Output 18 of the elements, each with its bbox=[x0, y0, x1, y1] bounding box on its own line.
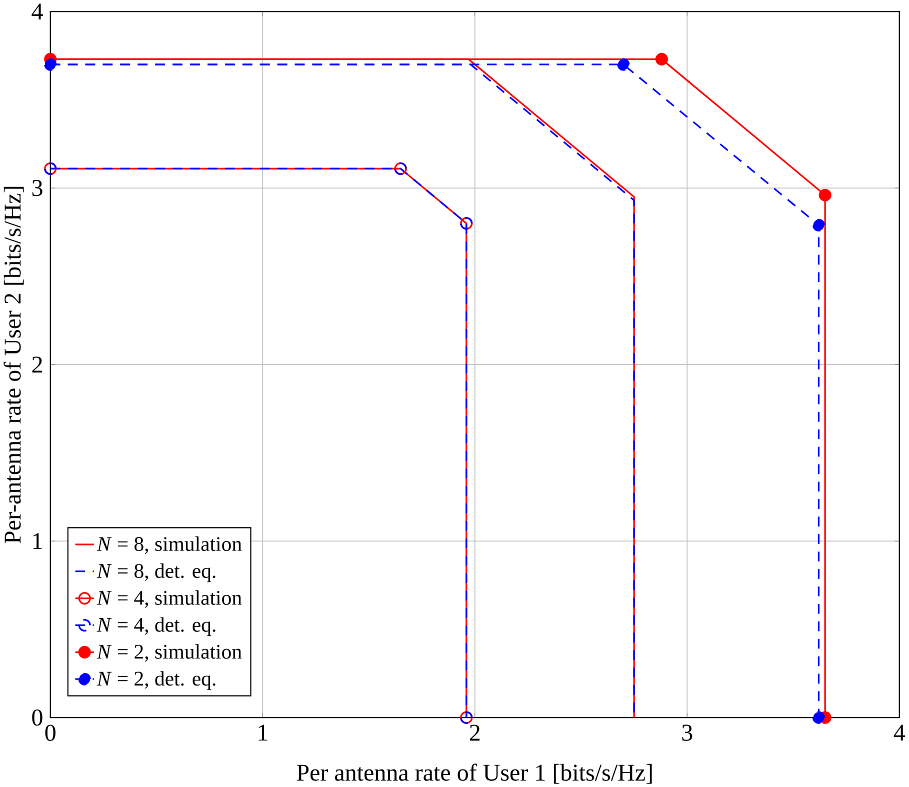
x-tick-label: 1 bbox=[258, 724, 268, 740]
x-tick-label: 4 bbox=[894, 724, 906, 740]
y-tick-label: 0 bbox=[32, 709, 42, 726]
y-tick-label: 3 bbox=[32, 180, 42, 196]
legend-label: N = 2, simulation bbox=[96, 644, 242, 662]
x-tick-label: 0 bbox=[45, 724, 56, 741]
y-axis-title: Per-antenna rate of User 2 [bits/s/Hz] bbox=[4, 186, 24, 544]
y-tick-label: 4 bbox=[32, 3, 43, 20]
legend-label: N = 8, simulation bbox=[96, 536, 242, 554]
legend-label: N = 4, simulation bbox=[96, 590, 242, 608]
legend-label: N = 8, det. eq. bbox=[96, 563, 216, 582]
legend-label: N = 4, det. eq. bbox=[96, 617, 216, 636]
legend-label: N = 2, det. eq. bbox=[96, 670, 216, 690]
x-axis-title: Per antenna rate of User 1 [bits/s/Hz] bbox=[296, 763, 652, 784]
y-tick-label: 2 bbox=[32, 356, 42, 372]
x-tick-label: 3 bbox=[682, 724, 692, 741]
y-tick-label: 1 bbox=[33, 532, 42, 549]
x-tick-label: 2 bbox=[470, 724, 480, 740]
